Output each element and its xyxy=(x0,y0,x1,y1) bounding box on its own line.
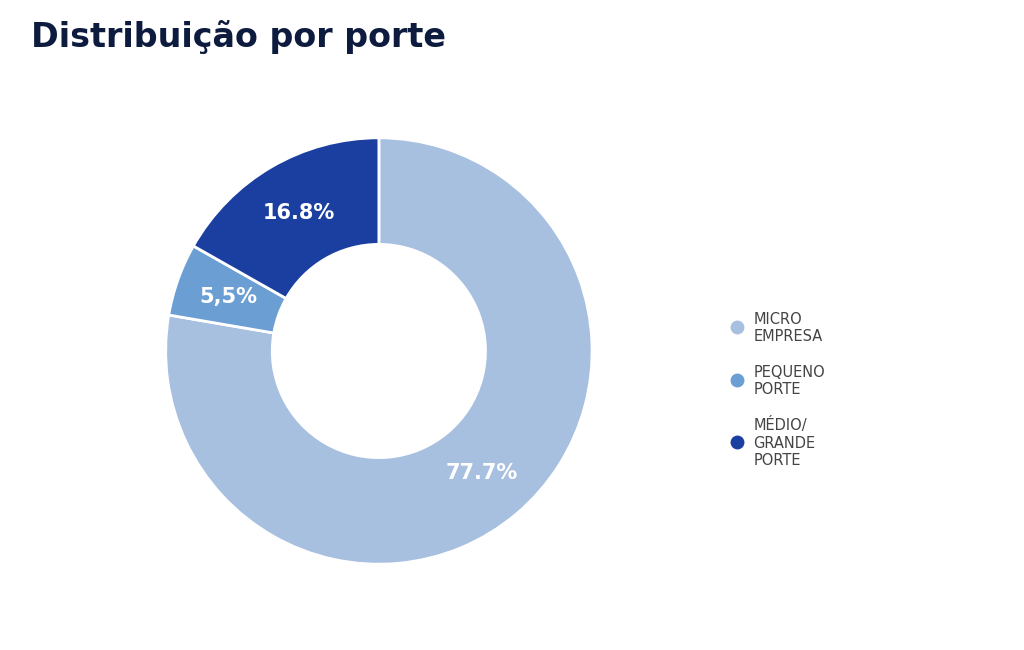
Text: Distribuição por porte: Distribuição por porte xyxy=(31,20,445,53)
Wedge shape xyxy=(169,246,286,333)
Legend: MICRO
EMPRESA, PEQUENO
PORTE, MÉDIO/
GRANDE
PORTE: MICRO EMPRESA, PEQUENO PORTE, MÉDIO/ GRA… xyxy=(724,306,830,474)
Wedge shape xyxy=(166,138,592,564)
Text: 16.8%: 16.8% xyxy=(262,203,335,223)
Text: 5,5%: 5,5% xyxy=(200,287,257,307)
Text: 77.7%: 77.7% xyxy=(445,463,518,483)
Wedge shape xyxy=(194,138,379,298)
